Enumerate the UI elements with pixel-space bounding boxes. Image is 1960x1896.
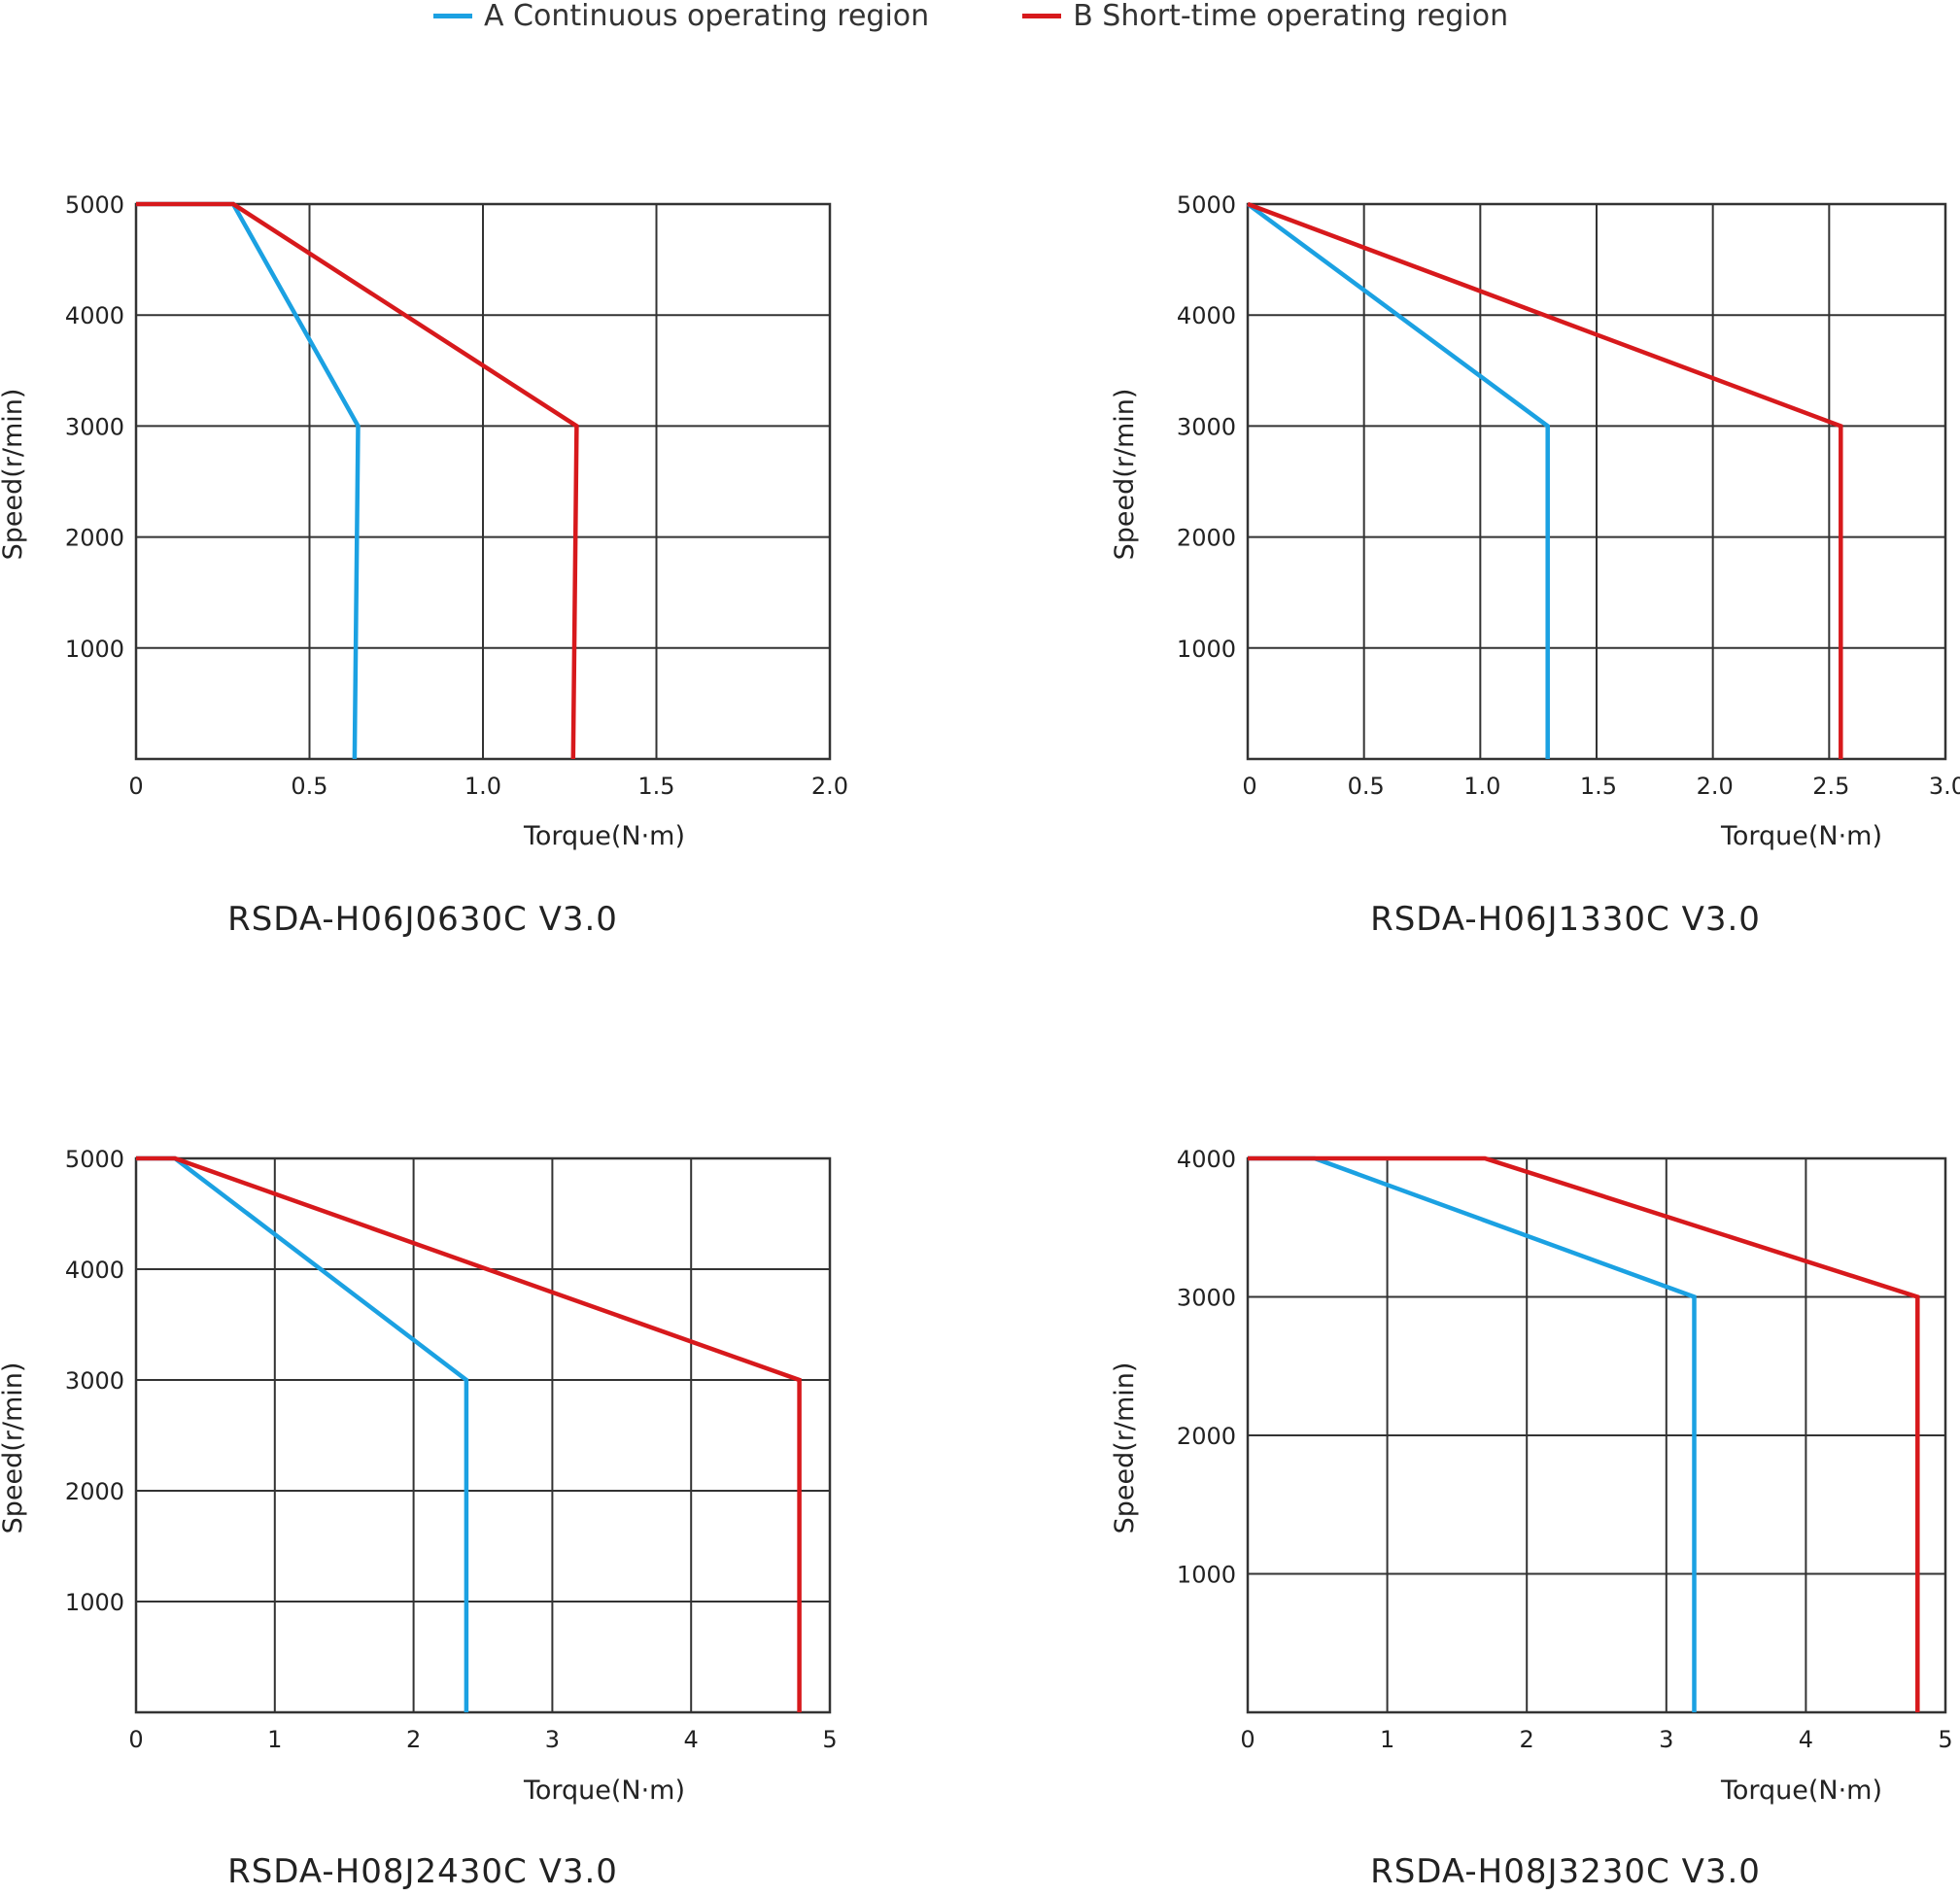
chart-legend: A Continuous operating region B Short-ti… (433, 0, 1601, 33)
y-tick-label: 3000 (1177, 1285, 1236, 1312)
x-tick-label: 1 (267, 1726, 282, 1753)
y-tick-label: 3000 (1177, 413, 1236, 440)
chart-1: 0 0.5 1.0 1.5 2.0 1000 2000 3000 4000 5000 Torque(… (0, 191, 848, 939)
y-tick-label: 5000 (65, 191, 124, 219)
x-tick-label: 4 (684, 1726, 699, 1753)
chart-2: 0 0.5 1.0 1.5 2.0 2.5 3.0 1000 2000 3000 4000 5000 T… (1110, 191, 1960, 939)
x-tick-label: 0 (1240, 1726, 1255, 1753)
chart-title: RSDA-H08J3230C V3.0 (1370, 1852, 1761, 1891)
x-tick-label: 2.5 (1812, 773, 1849, 800)
plot-frame (134, 202, 832, 761)
series-line-short-time (1248, 1155, 1920, 1712)
y-tick-label: 5000 (1177, 191, 1236, 219)
x-axis-label: Torque(N·m) (1720, 1775, 1882, 1806)
plot-frame (1246, 202, 1947, 761)
x-tick-label: 2 (1520, 1726, 1534, 1753)
x-tick-label: 2.0 (811, 773, 848, 800)
x-tick-label: 5 (1938, 1726, 1952, 1753)
x-tick-label: 3 (545, 1726, 560, 1753)
y-tick-label: 2000 (1177, 1423, 1236, 1450)
y-tick-label: 1000 (65, 636, 124, 663)
legend-swatch-short-time (1022, 13, 1062, 18)
chart-title: RSDA-H06J1330C V3.0 (1370, 900, 1761, 939)
legend-item-short-time: B Short-time operating region (1022, 0, 1508, 33)
x-tick-label: 0 (128, 773, 143, 800)
y-tick-label: 2000 (65, 525, 124, 552)
y-tick-label: 1000 (65, 1589, 124, 1616)
series-line-short-time (136, 1155, 802, 1712)
y-tick-label: 2000 (65, 1478, 124, 1505)
y-tick-label: 1000 (1177, 1562, 1236, 1589)
legend-item-continuous: A Continuous operating region (433, 0, 929, 33)
y-tick-label: 4000 (65, 1257, 124, 1284)
x-axis-label: Torque(N·m) (523, 1775, 685, 1806)
series-line-continuous (136, 1155, 469, 1712)
plot-frame (1246, 1156, 1947, 1714)
y-tick-label: 1000 (1177, 636, 1236, 663)
y-axis-label: Speed(r/min) (1110, 1362, 1140, 1534)
series-line-short-time (1247, 201, 1843, 759)
chart-4: 0 1 2 3 4 5 1000 2000 3000 4000 Torque(N·m) Speed(r… (1110, 1146, 1953, 1891)
x-tick-label: 0.5 (291, 773, 327, 800)
x-tick-label: 0 (128, 1726, 143, 1753)
y-tick-label: 4000 (65, 302, 124, 329)
y-tick-label: 2000 (1177, 525, 1236, 552)
series-line-short-time (136, 201, 579, 760)
chart-title: RSDA-H06J0630C V3.0 (227, 900, 618, 939)
y-tick-label: 5000 (65, 1146, 124, 1173)
y-axis-label: Speed(r/min) (1110, 389, 1140, 561)
x-tick-label: 0 (1242, 773, 1256, 800)
x-tick-label: 1.5 (1580, 773, 1617, 800)
x-tick-label: 1.0 (1463, 773, 1500, 800)
x-tick-label: 1.5 (637, 773, 674, 800)
x-tick-label: 1.0 (464, 773, 501, 800)
series-line-continuous (136, 201, 361, 760)
x-tick-label: 2.0 (1697, 773, 1734, 800)
x-tick-label: 5 (822, 1726, 837, 1753)
y-axis-label: Speed(r/min) (0, 389, 28, 561)
y-axis-label: Speed(r/min) (0, 1362, 28, 1534)
y-tick-label: 4000 (1177, 302, 1236, 329)
chart-title: RSDA-H08J2430C V3.0 (227, 1852, 618, 1891)
x-tick-label: 3 (1659, 1726, 1673, 1753)
legend-label-short-time: B Short-time operating region (1073, 0, 1509, 33)
x-tick-label: 0.5 (1348, 773, 1385, 800)
chart-3: 0 1 2 3 4 5 1000 2000 3000 4000 5000 Torque(N·m) Spe… (0, 1146, 838, 1891)
x-tick-label: 4 (1799, 1726, 1813, 1753)
legend-label-continuous: A Continuous operating region (484, 0, 930, 33)
x-tick-label: 3.0 (1929, 773, 1960, 800)
legend-swatch-continuous (433, 13, 472, 18)
plot-frame (134, 1156, 832, 1714)
y-tick-label: 3000 (65, 1367, 124, 1395)
x-tick-label: 1 (1380, 1726, 1394, 1753)
y-tick-label: 3000 (65, 413, 124, 440)
series-line-continuous (1246, 202, 1550, 759)
y-tick-label: 4000 (1177, 1146, 1236, 1173)
x-tick-label: 2 (406, 1726, 421, 1753)
x-axis-label: Torque(N·m) (1720, 821, 1882, 851)
x-axis-label: Torque(N·m) (523, 821, 685, 851)
